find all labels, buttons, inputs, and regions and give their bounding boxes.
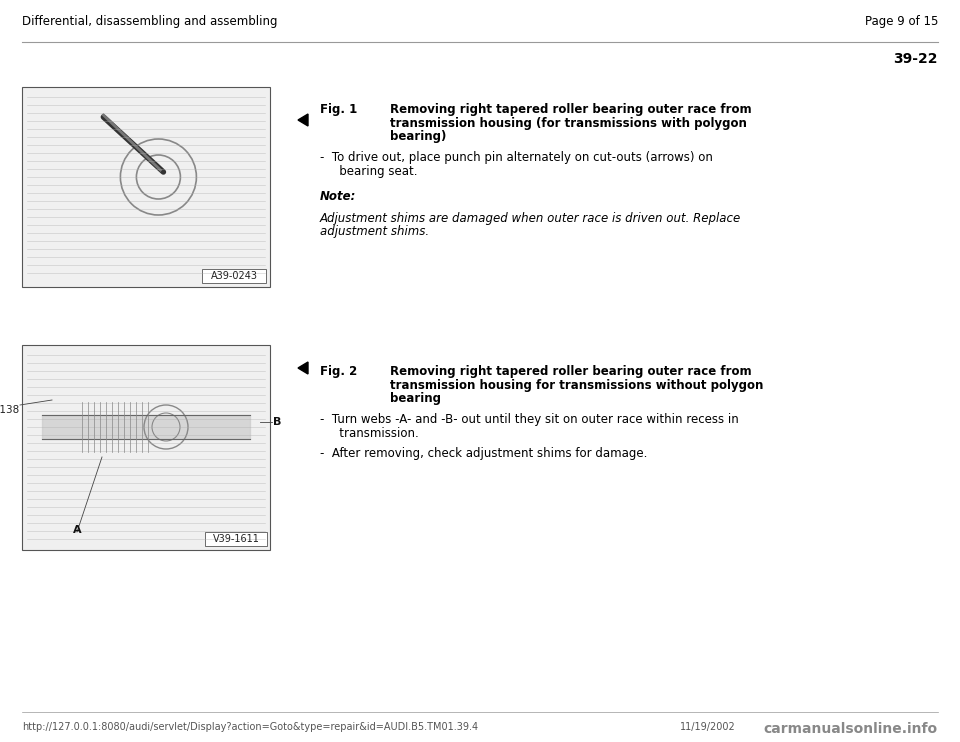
Text: adjustment shims.: adjustment shims.: [320, 226, 429, 238]
Text: Differential, disassembling and assembling: Differential, disassembling and assembli…: [22, 15, 277, 28]
Text: -  After removing, check adjustment shims for damage.: - After removing, check adjustment shims…: [320, 447, 647, 459]
Text: bearing: bearing: [390, 392, 441, 405]
Text: 11/19/2002: 11/19/2002: [680, 722, 735, 732]
Text: -  Turn webs -A- and -B- out until they sit on outer race within recess in: - Turn webs -A- and -B- out until they s…: [320, 413, 739, 427]
Text: -3138: -3138: [0, 405, 20, 415]
Text: Removing right tapered roller bearing outer race from: Removing right tapered roller bearing ou…: [390, 365, 752, 378]
Text: bearing seat.: bearing seat.: [328, 165, 418, 178]
Text: Fig. 2: Fig. 2: [320, 365, 357, 378]
Polygon shape: [298, 114, 308, 126]
Text: bearing): bearing): [390, 130, 446, 143]
Text: 39-22: 39-22: [894, 52, 938, 66]
Polygon shape: [298, 362, 308, 374]
Text: A39-0243: A39-0243: [210, 271, 257, 281]
Bar: [205, 532, 267, 546]
Text: V39-1611: V39-1611: [212, 534, 259, 544]
Text: Removing right tapered roller bearing outer race from: Removing right tapered roller bearing ou…: [390, 103, 752, 116]
Text: transmission housing for transmissions without polygon: transmission housing for transmissions w…: [390, 378, 763, 392]
Text: transmission.: transmission.: [328, 427, 419, 440]
Text: Adjustment shims are damaged when outer race is driven out. Replace: Adjustment shims are damaged when outer …: [320, 212, 741, 225]
Text: Fig. 1: Fig. 1: [320, 103, 357, 116]
Text: B: B: [273, 417, 281, 427]
Bar: [22, 87, 270, 287]
Text: carmanualsonline.info: carmanualsonline.info: [764, 722, 938, 736]
Text: Note:: Note:: [320, 191, 356, 203]
Text: -  To drive out, place punch pin alternately on cut-outs (arrows) on: - To drive out, place punch pin alternat…: [320, 151, 713, 165]
Text: transmission housing (for transmissions with polygon: transmission housing (for transmissions …: [390, 116, 747, 130]
Text: Page 9 of 15: Page 9 of 15: [865, 15, 938, 28]
Bar: [202, 269, 266, 283]
Text: http://127.0.0.1:8080/audi/servlet/Display?action=Goto&type=repair&id=AUDI.B5.TM: http://127.0.0.1:8080/audi/servlet/Displ…: [22, 722, 478, 732]
Text: A: A: [73, 525, 82, 535]
Bar: [22, 345, 270, 550]
